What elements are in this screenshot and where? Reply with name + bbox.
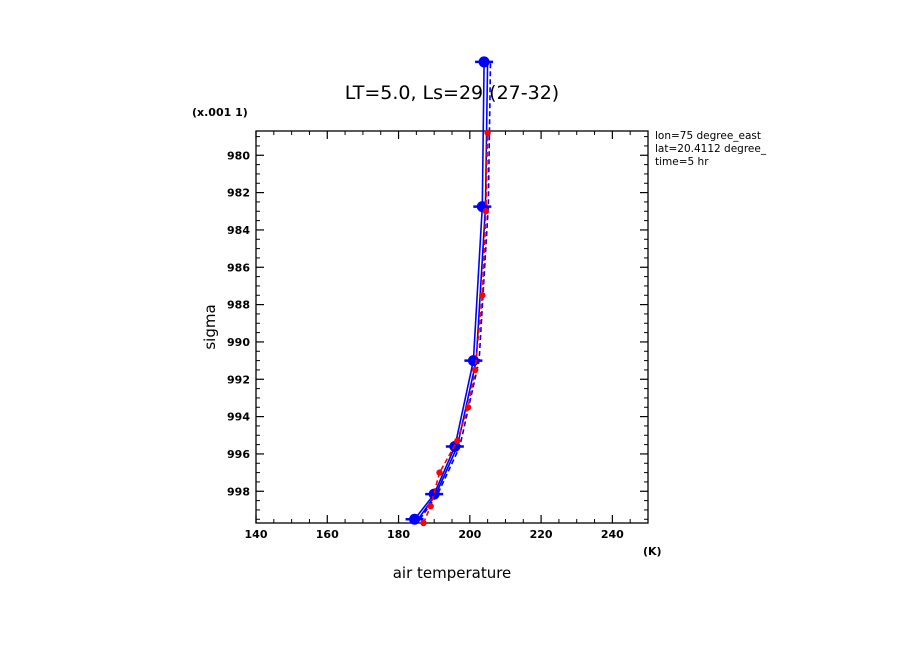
- annotation-time: time=5 hr: [655, 156, 709, 168]
- series-4-point: [471, 366, 479, 374]
- y-tick-label: 986: [227, 261, 250, 274]
- y-tick-label: 994: [227, 411, 250, 424]
- series-4-point: [479, 292, 486, 299]
- y-tick-label: 982: [227, 187, 250, 200]
- y-unit-label: (x.001 1): [192, 106, 248, 119]
- plot-frame: [255, 130, 649, 524]
- series-4-point: [436, 469, 443, 476]
- x-tick-label: 220: [530, 528, 553, 541]
- annotation-lat: lat=20.4112 degree_: [655, 143, 767, 155]
- x-tick-label: 200: [458, 528, 481, 541]
- series-4-point: [484, 129, 491, 137]
- y-tick-label: 980: [227, 149, 250, 162]
- chart-title: LT=5.0, Ls=29 (27-32): [345, 82, 559, 104]
- annotation-lon: lon=75 degree_east: [655, 130, 761, 142]
- y-tick-label: 998: [227, 485, 250, 498]
- y-axis-label: sigma: [201, 304, 219, 349]
- plot-area: 140 160 180 200 220 240 980 982 984 986 988 990 992 9…: [227, 56, 649, 541]
- x-tick-label: 140: [245, 528, 268, 541]
- series-4-point: [427, 503, 434, 510]
- series-4-point: [482, 208, 490, 215]
- y-tick-label: 984: [227, 224, 250, 237]
- series-line-3: [419, 61, 492, 520]
- series-4-point: [454, 437, 461, 445]
- x-unit-label: (K): [643, 545, 662, 558]
- series-4-point: [464, 404, 472, 411]
- y-tick-label: 992: [227, 373, 250, 386]
- y-tick-label: 988: [227, 299, 250, 312]
- series-4-point: [420, 519, 427, 527]
- x-tick-label: 160: [316, 528, 339, 541]
- y-tick-label: 990: [227, 336, 250, 349]
- y-tick-label: 996: [227, 448, 250, 461]
- x-axis-label: air temperature: [393, 564, 512, 582]
- x-tick-label: 240: [601, 528, 624, 541]
- x-tick-label: 180: [387, 528, 410, 541]
